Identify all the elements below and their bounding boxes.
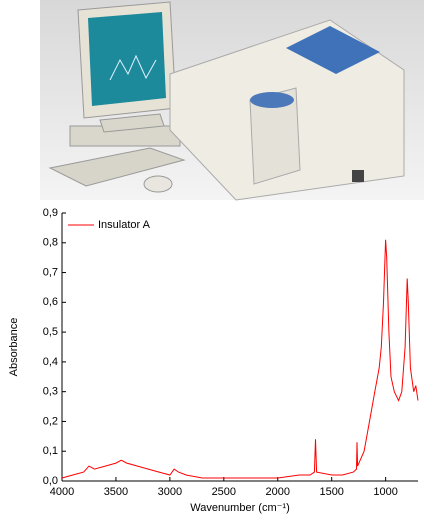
- y-tick-label: 0,8: [43, 237, 58, 249]
- x-tick-label: 1500: [319, 486, 343, 498]
- y-tick-label: 0,3: [43, 386, 58, 398]
- y-tick-label: 0,1: [43, 445, 58, 457]
- x-tick-label: 3500: [104, 486, 128, 498]
- x-tick-label: 2000: [266, 486, 290, 498]
- y-tick-label: 0,0: [43, 475, 58, 487]
- y-tick-label: 0,2: [43, 415, 58, 427]
- plot-area: Wavenumber (cm⁻¹) Absorbance: [8, 213, 418, 514]
- y-tick-label: 0,5: [43, 326, 58, 338]
- y-tick-label: 0,6: [43, 296, 58, 308]
- x-tick-label: 3000: [158, 486, 182, 498]
- x-axis-label: Wavenumber (cm⁻¹): [190, 502, 290, 514]
- legend-label: Insulator A: [98, 219, 151, 231]
- y-tick-label: 0,7: [43, 266, 58, 278]
- y-axis-label: Absorbance: [8, 318, 20, 377]
- y-tick-label: 0,4: [43, 356, 58, 368]
- spectrum-line: [61, 239, 419, 479]
- x-tick-label: 4000: [50, 486, 74, 498]
- x-tick-label: 1000: [373, 486, 397, 498]
- instrument-photo: [40, 0, 424, 201]
- x-tick-label: 2500: [212, 486, 236, 498]
- y-tick-label: 0,9: [43, 207, 58, 219]
